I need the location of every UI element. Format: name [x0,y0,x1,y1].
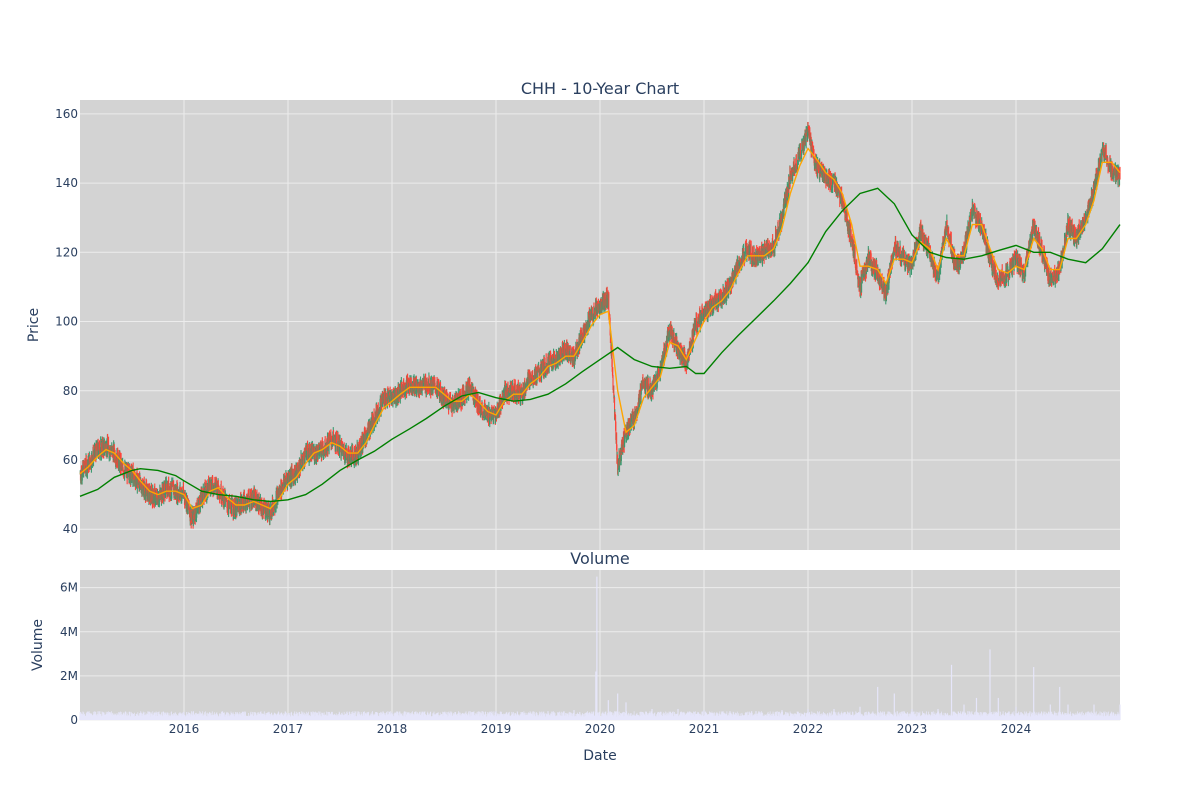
price-y-tick-label: 60 [63,453,78,467]
price-y-tick-label: 120 [55,245,78,259]
price-y-tick-label: 80 [63,384,78,398]
price-y-tick-label: 160 [55,107,78,121]
price-y-tick-labels: 40 60 80 100 120 140 160 [55,107,78,536]
price-y-tick-label: 100 [55,315,78,329]
price-y-tick-label: 40 [63,522,78,536]
price-y-tick-label: 140 [55,176,78,190]
